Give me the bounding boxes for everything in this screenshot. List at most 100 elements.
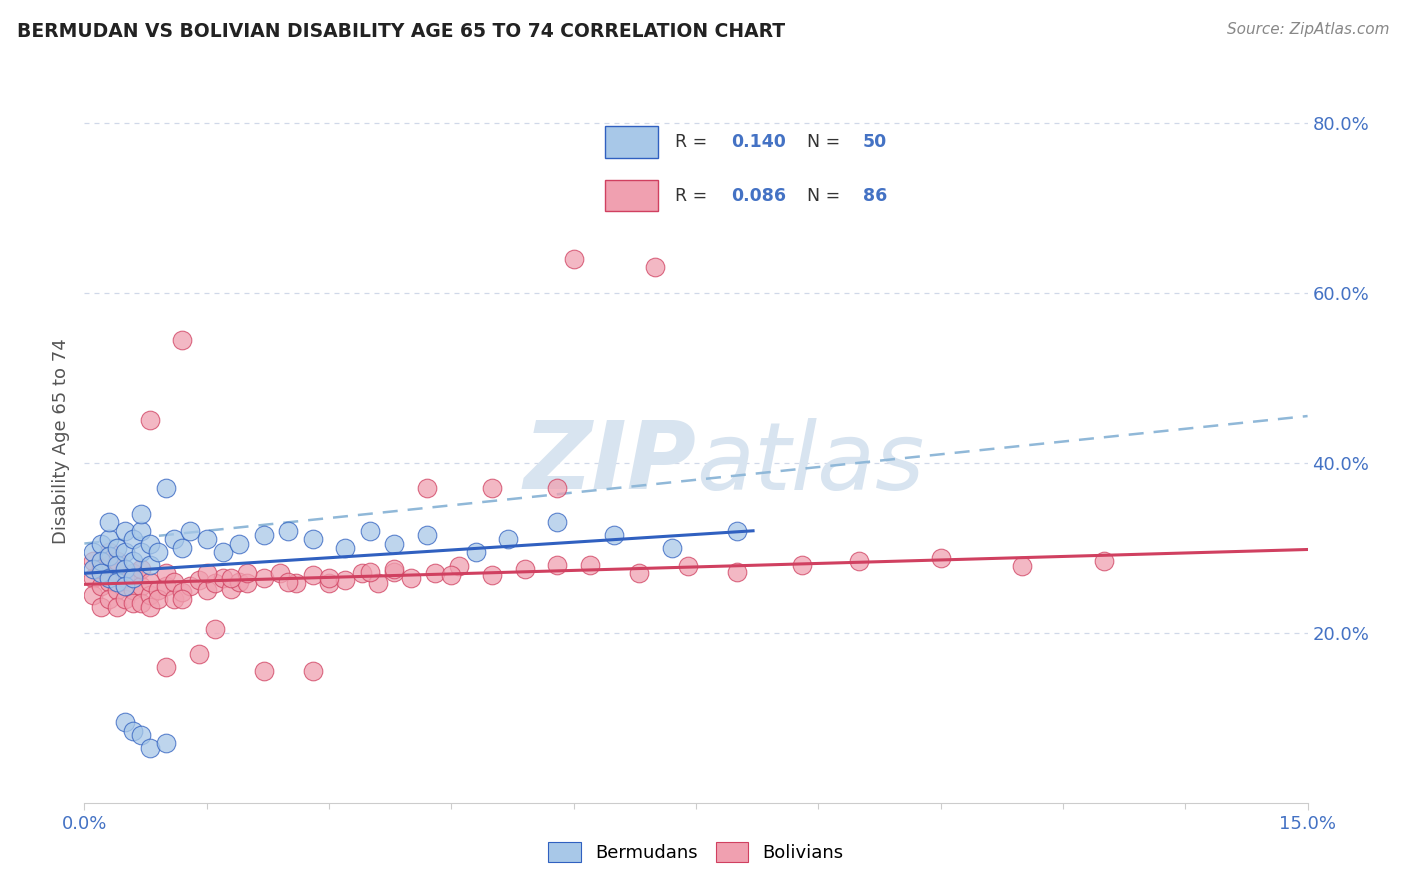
Point: [382, 536, 405, 550]
Point: [131, 524, 153, 538]
Text: ZIP: ZIP: [523, 417, 696, 509]
Point: [172, 541, 194, 555]
Point: [90, 600, 112, 615]
Point: [204, 576, 226, 591]
Point: [172, 591, 194, 606]
Point: [114, 579, 136, 593]
Text: atlas: atlas: [696, 417, 924, 508]
Point: [97, 516, 120, 530]
Point: [661, 541, 683, 555]
Point: [82, 553, 104, 567]
Point: [725, 565, 748, 579]
Point: [644, 260, 666, 275]
Point: [155, 481, 177, 495]
Point: [90, 553, 112, 567]
Point: [481, 568, 503, 582]
Point: [212, 545, 235, 559]
Point: [105, 553, 128, 567]
Point: [122, 553, 145, 567]
Point: [195, 566, 218, 581]
Point: [179, 579, 201, 593]
Point: [138, 558, 160, 572]
Point: [195, 583, 218, 598]
Point: [97, 558, 120, 572]
Point: [187, 573, 209, 587]
Point: [163, 533, 186, 547]
Point: [212, 570, 235, 584]
Point: [114, 562, 136, 576]
Point: [155, 566, 177, 581]
Point: [277, 574, 299, 589]
Point: [90, 562, 112, 576]
Point: [105, 600, 128, 615]
Point: [131, 579, 153, 593]
Point: [155, 579, 177, 593]
Text: BERMUDAN VS BOLIVIAN DISABILITY AGE 65 TO 74 CORRELATION CHART: BERMUDAN VS BOLIVIAN DISABILITY AGE 65 T…: [17, 22, 785, 41]
Point: [146, 545, 169, 559]
Point: [253, 570, 276, 584]
Point: [603, 528, 626, 542]
Point: [228, 574, 250, 589]
Point: [219, 582, 242, 596]
Point: [423, 566, 446, 581]
Point: [105, 566, 128, 581]
Legend: Bermudans, Bolivians: Bermudans, Bolivians: [541, 834, 851, 870]
Point: [253, 664, 276, 678]
Point: [350, 566, 373, 581]
Point: [725, 524, 748, 538]
Point: [82, 562, 104, 576]
Point: [277, 524, 299, 538]
Point: [301, 568, 323, 582]
Point: [627, 566, 650, 581]
Point: [105, 574, 128, 589]
Point: [416, 481, 439, 495]
Point: [359, 524, 381, 538]
Y-axis label: Disability Age 65 to 74: Disability Age 65 to 74: [52, 339, 70, 544]
Point: [285, 576, 308, 591]
Point: [481, 481, 503, 495]
Point: [359, 565, 381, 579]
Point: [122, 566, 145, 581]
Point: [219, 570, 242, 584]
Point: [579, 558, 602, 572]
Point: [131, 545, 153, 559]
Point: [138, 588, 160, 602]
Point: [155, 660, 177, 674]
Point: [562, 252, 585, 266]
Point: [131, 507, 153, 521]
Point: [146, 583, 169, 598]
Point: [90, 579, 112, 593]
Point: [138, 536, 160, 550]
Point: [676, 559, 699, 574]
Point: [105, 583, 128, 598]
Point: [929, 551, 952, 566]
Point: [146, 591, 169, 606]
Point: [155, 736, 177, 750]
Point: [228, 536, 250, 550]
Point: [179, 524, 201, 538]
Point: [367, 576, 389, 591]
Point: [382, 565, 405, 579]
Point: [513, 562, 536, 576]
Point: [122, 723, 145, 738]
Point: [848, 553, 870, 567]
Point: [1011, 559, 1033, 574]
Point: [318, 570, 340, 584]
Point: [138, 740, 160, 755]
Text: Source: ZipAtlas.com: Source: ZipAtlas.com: [1226, 22, 1389, 37]
Point: [90, 536, 112, 550]
Point: [122, 583, 145, 598]
Point: [187, 647, 209, 661]
Point: [138, 600, 160, 615]
Point: [440, 568, 463, 582]
Point: [546, 558, 568, 572]
Point: [163, 574, 186, 589]
Point: [269, 566, 291, 581]
Point: [253, 528, 276, 542]
Point: [122, 570, 145, 584]
Point: [114, 714, 136, 729]
Point: [163, 591, 186, 606]
Point: [464, 545, 486, 559]
Point: [82, 545, 104, 559]
Point: [105, 541, 128, 555]
